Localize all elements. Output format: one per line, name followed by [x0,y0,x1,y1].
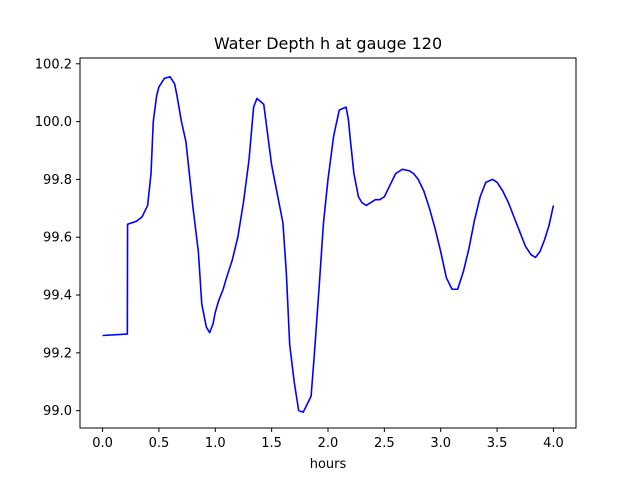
y-tick-label: 100.2 [35,57,72,72]
x-tick-label: 1.5 [261,436,282,451]
y-tick-label: 99.2 [43,346,72,361]
y-tick-label: 99.6 [43,231,72,246]
y-tick-label: 99.4 [43,289,72,304]
x-tick-label: 2.5 [374,436,395,451]
series-line-water-depth [102,75,555,413]
y-tick-label: 100.0 [35,115,72,130]
y-axis: 99.0 99.2 99.4 99.6 99.8 100.0 100.2 [35,57,80,419]
x-tick-label: 0.0 [92,436,113,451]
x-axis-label: hours [310,457,347,472]
chart-title: Water Depth h at gauge 120 [214,34,442,53]
x-tick-label: 0.5 [149,436,170,451]
y-tick-label: 99.0 [43,404,72,419]
x-axis: 0.0 0.5 1.0 1.5 2.0 2.5 3.0 3.5 4.0 [92,428,564,451]
x-tick-label: 3.0 [430,436,451,451]
plot-background [80,58,576,428]
y-tick-label: 99.8 [43,173,72,188]
x-tick-label: 4.0 [543,436,564,451]
x-tick-label: 1.0 [205,436,226,451]
plot-area [79,57,577,429]
x-tick-label: 2.0 [318,436,339,451]
x-tick-label: 3.5 [487,436,508,451]
